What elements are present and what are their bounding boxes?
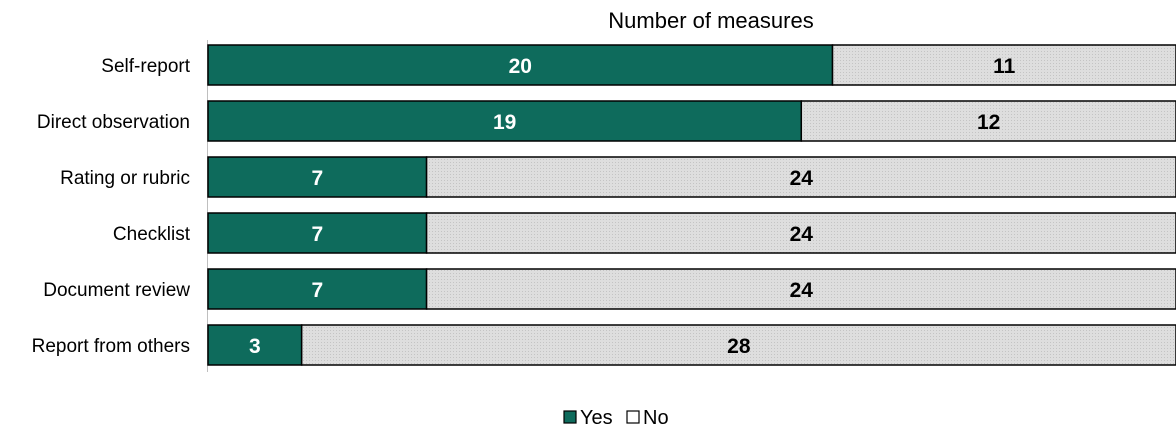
category-label-direct-observation: Direct observation bbox=[37, 112, 190, 133]
category-label-report-from-others: Report from others bbox=[32, 336, 190, 357]
bar-no-direct-observation bbox=[800, 100, 1176, 142]
category-labels: Self-report Direct observation Rating or r… bbox=[32, 56, 191, 357]
legend-label-yes: Yes bbox=[580, 407, 613, 429]
chart-title: Number of measures bbox=[608, 8, 813, 33]
legend-label-no: No bbox=[643, 407, 669, 429]
bar-no-document-review bbox=[425, 268, 1176, 310]
legend-swatch-yes bbox=[563, 410, 577, 424]
bar-yes-direct-observation bbox=[207, 100, 803, 142]
value-label-no-checklist: 24 bbox=[790, 223, 814, 246]
value-label-no-self-report: 11 bbox=[993, 55, 1016, 78]
bar-yes-document-review bbox=[207, 268, 428, 310]
bar-no-report-from-others bbox=[300, 324, 1176, 366]
bar-no-checklist bbox=[425, 212, 1176, 254]
bar-no-rating-or-rubric bbox=[425, 156, 1176, 198]
category-label-document-review: Document review bbox=[43, 280, 190, 301]
value-label-yes-checklist: 7 bbox=[311, 223, 323, 246]
bar-yes-report-from-others bbox=[207, 324, 303, 366]
value-label-yes-self-report: 20 bbox=[509, 55, 532, 78]
value-label-no-rating-or-rubric: 24 bbox=[790, 167, 814, 190]
value-label-yes-direct-observation: 19 bbox=[493, 111, 516, 134]
value-label-yes-report-from-others: 3 bbox=[249, 335, 261, 358]
value-label-no-direct-observation: 12 bbox=[977, 111, 1000, 134]
category-label-checklist: Checklist bbox=[113, 224, 191, 245]
bar-yes-checklist bbox=[207, 212, 428, 254]
value-label-yes-document-review: 7 bbox=[311, 279, 323, 302]
legend: Yes No bbox=[563, 407, 669, 429]
category-label-self-report: Self-report bbox=[101, 56, 190, 77]
value-label-no-document-review: 24 bbox=[790, 279, 814, 302]
category-label-rating-or-rubric: Rating or rubric bbox=[60, 168, 190, 189]
bars-layer: 20 11 19 12 7 24 7 24 7 24 3 28 bbox=[207, 44, 1176, 366]
value-label-no-report-from-others: 28 bbox=[727, 335, 751, 358]
bar-no-self-report bbox=[831, 44, 1176, 86]
legend-swatch-no bbox=[626, 410, 640, 424]
value-label-yes-rating-or-rubric: 7 bbox=[311, 167, 323, 190]
